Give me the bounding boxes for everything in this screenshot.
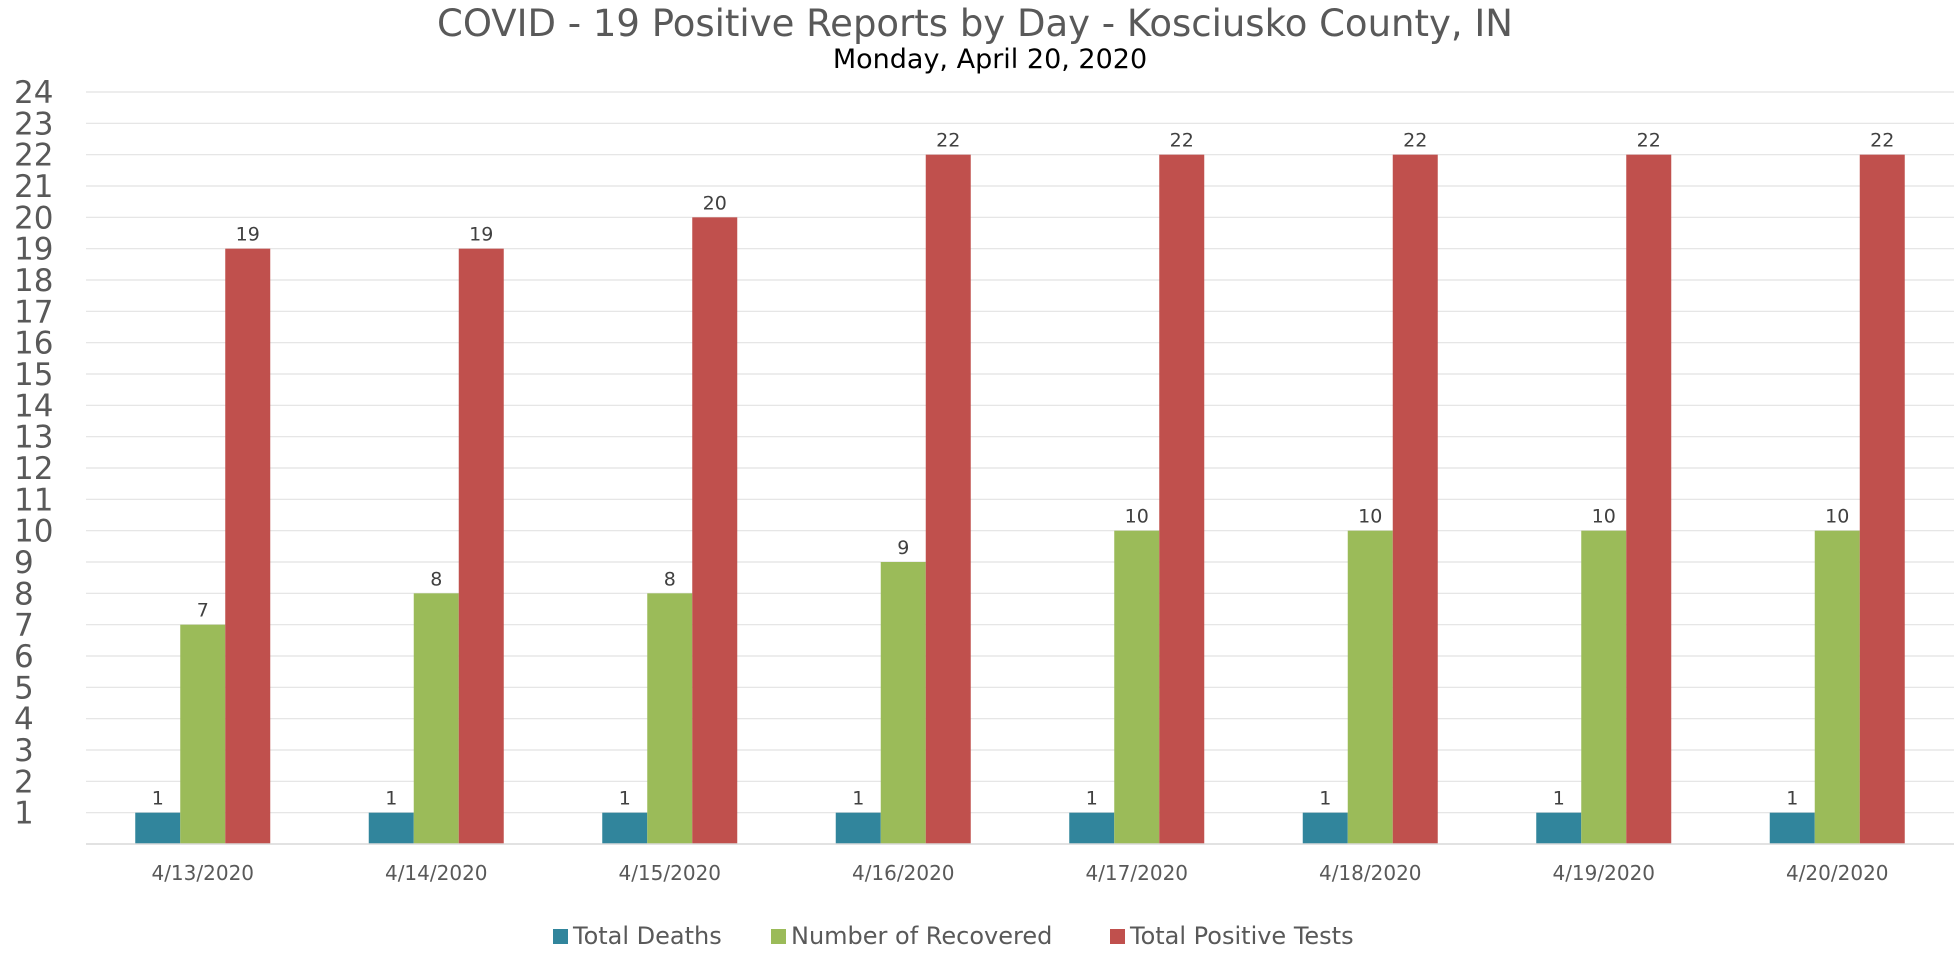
legend: Total Deaths Number of Recovered Total Pos… (553, 922, 1354, 950)
data-label-number-of-recovered-4: 9 (897, 537, 909, 559)
y-tick-label-14: 14 (14, 388, 53, 424)
bar-total-positive-tests-3 (692, 217, 738, 845)
y-tick-label-7: 7 (14, 608, 34, 644)
bar-total-positive-tests-2 (458, 248, 504, 844)
bar-total-positive-tests-8 (1859, 154, 1905, 844)
y-tick-label-23: 23 (14, 106, 53, 142)
y-tick-label-2: 2 (14, 764, 34, 800)
x-tick-label-2: 4/14/2020 (385, 861, 488, 885)
bar-total-deaths-2 (368, 812, 414, 844)
y-tick-label-21: 21 (14, 169, 53, 205)
data-label-total-deaths-2: 1 (385, 788, 397, 810)
legend-item-total-deaths: Total Deaths (553, 922, 722, 950)
y-tick-label-6: 6 (14, 639, 34, 675)
data-label-total-positive-tests-8: 22 (1870, 130, 1894, 152)
data-label-total-positive-tests-2: 19 (469, 224, 493, 246)
x-tick-label-3: 4/15/2020 (618, 861, 721, 885)
y-tick-label-20: 20 (14, 200, 53, 236)
data-label-number-of-recovered-5: 10 (1125, 506, 1149, 528)
data-label-total-positive-tests-5: 22 (1170, 130, 1194, 152)
legend-item-number-of-recovered: Number of Recovered (771, 922, 1052, 950)
y-tick-label-19: 19 (14, 232, 53, 268)
data-label-number-of-recovered-2: 8 (430, 568, 442, 590)
x-tick-label-4: 4/16/2020 (852, 861, 955, 885)
gridlines (86, 91, 1954, 814)
bar-total-deaths-8 (1769, 812, 1815, 844)
bar-total-positive-tests-6 (1392, 154, 1438, 844)
data-label-total-positive-tests-4: 22 (936, 130, 960, 152)
x-tick-label-7: 4/19/2020 (1552, 861, 1655, 885)
legend-item-total-positive-tests: Total Positive Tests (1110, 922, 1354, 950)
data-label-number-of-recovered-1: 7 (197, 600, 209, 622)
data-label-total-positive-tests-7: 22 (1637, 130, 1661, 152)
data-label-total-deaths-4: 1 (852, 788, 864, 810)
bar-total-deaths-1 (135, 812, 181, 844)
bar-number-of-recovered-1 (180, 624, 226, 844)
data-label-total-deaths-3: 1 (619, 788, 631, 810)
y-tick-label-8: 8 (14, 576, 34, 612)
bar-total-deaths-4 (835, 812, 881, 844)
legend-label: Total Positive Tests (1129, 922, 1354, 950)
bar-total-positive-tests-7 (1626, 154, 1672, 844)
y-tick-label-12: 12 (14, 451, 53, 487)
bar-total-deaths-5 (1069, 812, 1115, 844)
data-label-number-of-recovered-7: 10 (1592, 506, 1616, 528)
y-tick-label-16: 16 (14, 326, 53, 362)
y-tick-label-9: 9 (14, 545, 34, 581)
data-label-total-deaths-5: 1 (1086, 788, 1098, 810)
data-label-total-deaths-7: 1 (1553, 788, 1565, 810)
data-label-total-deaths-1: 1 (152, 788, 164, 810)
chart-title: COVID - 19 Positive Reports by Day - Kos… (437, 2, 1513, 45)
legend-swatch (771, 929, 786, 944)
bar-total-deaths-3 (602, 812, 648, 844)
bar-total-deaths-6 (1302, 812, 1348, 844)
y-tick-label-13: 13 (14, 420, 53, 456)
bar-total-positive-tests-5 (1159, 154, 1205, 844)
bars (135, 154, 1905, 845)
x-tick-label-6: 4/18/2020 (1319, 861, 1422, 885)
y-tick-label-11: 11 (14, 482, 53, 518)
y-tick-label-18: 18 (14, 263, 53, 299)
bar-number-of-recovered-7 (1581, 530, 1627, 844)
y-tick-label-4: 4 (14, 702, 34, 738)
data-label-total-positive-tests-6: 22 (1403, 130, 1427, 152)
bar-total-positive-tests-1 (225, 248, 271, 844)
x-axis-tick-labels: 4/13/2020 4/14/2020 4/15/2020 4/16/2020 4/17… (151, 861, 1888, 885)
chart-subtitle: Monday, April 20, 2020 (832, 44, 1148, 75)
bar-number-of-recovered-5 (1114, 530, 1160, 844)
legend-label: Number of Recovered (791, 922, 1052, 950)
y-tick-label-5: 5 (14, 670, 34, 706)
legend-swatch (553, 929, 568, 944)
data-label-total-deaths-8: 1 (1786, 788, 1798, 810)
y-tick-label-17: 17 (14, 294, 53, 330)
y-tick-label-1: 1 (14, 796, 34, 832)
legend-swatch (1110, 929, 1125, 944)
x-tick-label-8: 4/20/2020 (1786, 861, 1889, 885)
data-label-number-of-recovered-6: 10 (1358, 506, 1382, 528)
bar-number-of-recovered-3 (647, 593, 693, 844)
data-label-total-deaths-6: 1 (1319, 788, 1331, 810)
data-label-number-of-recovered-8: 10 (1825, 506, 1849, 528)
y-tick-label-24: 24 (14, 75, 53, 111)
bar-number-of-recovered-6 (1347, 530, 1393, 844)
y-tick-label-22: 22 (14, 138, 53, 174)
y-tick-label-10: 10 (14, 514, 53, 550)
data-label-total-positive-tests-3: 20 (703, 192, 727, 214)
data-label-total-positive-tests-1: 19 (236, 224, 260, 246)
x-tick-label-1: 4/13/2020 (151, 861, 254, 885)
data-label-number-of-recovered-3: 8 (664, 568, 676, 590)
y-tick-label-3: 3 (14, 733, 34, 769)
bar-number-of-recovered-8 (1814, 530, 1860, 844)
x-tick-label-5: 4/17/2020 (1085, 861, 1188, 885)
bar-number-of-recovered-4 (880, 562, 926, 844)
bar-total-positive-tests-4 (925, 154, 971, 844)
bar-total-deaths-7 (1536, 812, 1582, 844)
bar-number-of-recovered-2 (413, 593, 459, 844)
y-tick-label-15: 15 (14, 357, 53, 393)
legend-label: Total Deaths (572, 922, 722, 950)
